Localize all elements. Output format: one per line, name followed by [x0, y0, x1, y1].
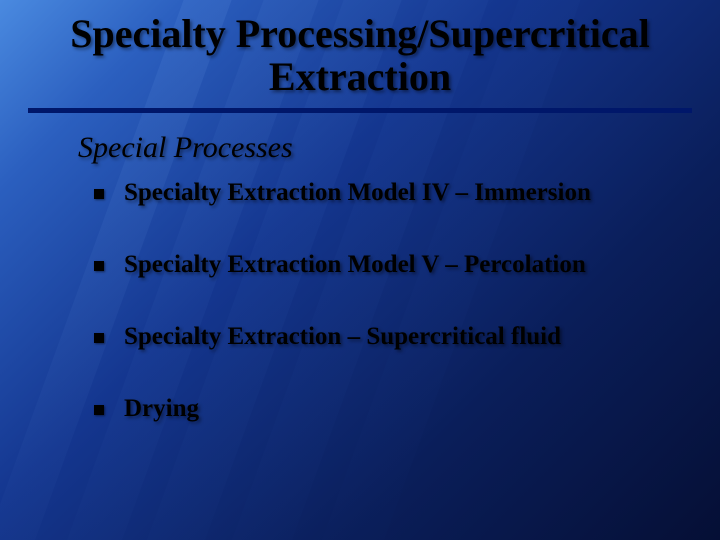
list-item: Specialty Extraction Model V – Percolati…	[94, 251, 692, 279]
slide: Specialty Processing/Supercritical Extra…	[0, 0, 720, 540]
list-item: Specialty Extraction – Supercritical flu…	[94, 323, 692, 351]
slide-subtitle: Special Processes	[78, 131, 692, 165]
bullet-list: Specialty Extraction Model IV – Immersio…	[94, 179, 692, 423]
list-item: Drying	[94, 395, 692, 423]
title-line-1: Specialty Processing/Supercritical	[70, 11, 650, 56]
slide-title: Specialty Processing/Supercritical Extra…	[28, 12, 692, 113]
list-item: Specialty Extraction Model IV – Immersio…	[94, 179, 692, 207]
title-line-2: Extraction	[269, 54, 451, 99]
